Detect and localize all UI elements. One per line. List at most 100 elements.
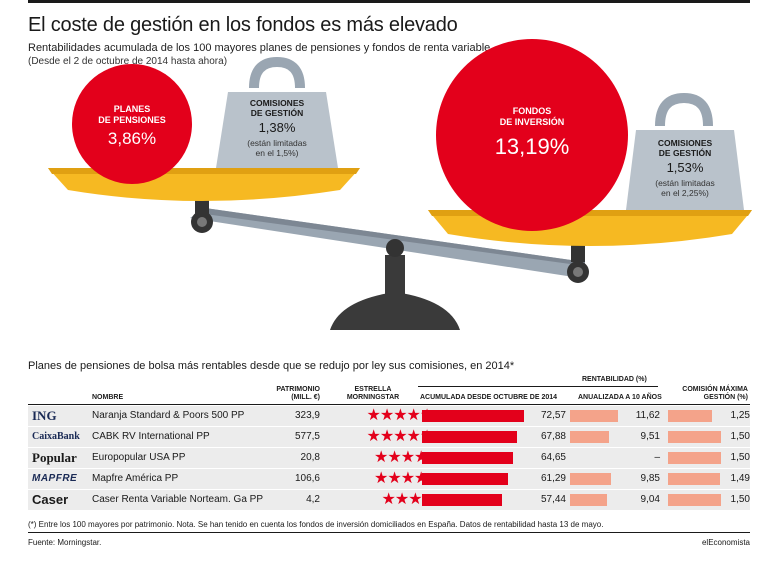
- comision-value: 1,49: [730, 473, 750, 484]
- header-estrella-2: MORNINGSTAR: [346, 394, 400, 401]
- acumulada-bar: [422, 473, 508, 485]
- table-row: Popular Europopular USA PP 20,8 ★★★★ 64,65 – 1…: [28, 448, 750, 468]
- balance-scale-illustration: [48, 39, 752, 330]
- patrimonio-value: 106,6: [294, 473, 320, 484]
- acumulada-bar: [422, 494, 503, 506]
- table-row: CaixaBank CABK RV International PP 577,5 ★★…: [28, 427, 750, 447]
- acumulada-value: 67,88: [540, 431, 566, 442]
- right-weight-text: COMISIONES DE GESTIÓN 1,53% (están limit…: [630, 138, 740, 198]
- plan-name: Europopular USA PP: [92, 452, 186, 463]
- scale-beam: [190, 208, 585, 278]
- anualizada-value: 11,62: [635, 410, 660, 421]
- patrimonio-value: 323,9: [294, 410, 320, 421]
- comision-bar: [668, 431, 721, 443]
- anualizada-value: 9,85: [640, 473, 660, 484]
- plan-name: Caser Renta Variable Norteam. Ga PP: [92, 494, 264, 505]
- right-weight-note-2: en el 2,25%): [661, 188, 709, 198]
- fondos-label-1: FONDOS: [512, 106, 552, 116]
- left-weight-label-1: COMISIONES: [249, 98, 305, 108]
- left-weight-text: COMISIONES DE GESTIÓN 1,38% (están limit…: [222, 98, 332, 158]
- publisher-brand: elEconomista: [701, 538, 750, 547]
- patrimonio-value: 20,8: [300, 452, 320, 463]
- header-estrella-1: ESTRELLA: [354, 386, 392, 393]
- acumulada-bar: [422, 452, 513, 464]
- right-weight-handle: [655, 92, 713, 127]
- page-subtitle: Rentabilidades acumulada de los 100 mayo…: [28, 42, 491, 54]
- anualizada-bar: [570, 494, 608, 506]
- left-weight-label-2: DE GESTIÓN: [250, 108, 304, 118]
- comision-bar: [668, 452, 721, 464]
- comision-bar: [668, 494, 721, 506]
- right-weight-label-2: DE GESTIÓN: [658, 148, 712, 158]
- plan-name: Naranja Standard & Poors 500 PP: [92, 410, 245, 421]
- header-comision-2: GESTIÓN (%): [703, 394, 748, 401]
- header-estrella: ESTRELLA MORNINGSTAR: [330, 386, 416, 402]
- morningstar-rating: ★★★★: [374, 470, 428, 487]
- planes-value: 3,86%: [107, 129, 157, 148]
- top-rule: [28, 0, 750, 8]
- table-title: Planes de pensiones de bolsa más rentabl…: [28, 360, 515, 372]
- acumulada-value: 72,57: [540, 410, 566, 421]
- comision-bar: [668, 473, 721, 485]
- right-weight-label-1: COMISIONES: [657, 138, 713, 148]
- patrimonio-value: 577,5: [294, 431, 320, 442]
- anualizada-value: 9,51: [640, 431, 660, 442]
- planes-label-1: PLANES: [113, 104, 151, 114]
- header-nombre: NOMBRE: [92, 394, 124, 401]
- footnote: (*) Entre los 100 mayores por patrimonio…: [28, 520, 604, 529]
- right-weight-note-1: (están limitadas: [655, 178, 715, 188]
- anualizada-bar: [570, 410, 619, 422]
- header-comision-1: COMISIÓN MÁXIMA: [682, 386, 748, 393]
- page-title: El coste de gestión en los fondos es más…: [28, 14, 458, 36]
- right-weight: [626, 130, 744, 210]
- header-patrimonio-1: PATRIMONIO: [276, 386, 320, 393]
- header-anualizada: ANUALIZADA A 10 AÑOS: [578, 394, 662, 401]
- company-logo: ING: [32, 408, 57, 423]
- acumulada-value: 64,65: [540, 452, 566, 463]
- plan-name: Mapfre América PP: [92, 473, 179, 484]
- anualizada-value: –: [654, 452, 660, 463]
- acumulada-bar: [422, 410, 524, 422]
- header-patrimonio-2: (MILL. €): [291, 394, 320, 401]
- header-acumulada: ACUMULADA DESDE OCTUBRE DE 2014: [420, 394, 558, 401]
- company-logo: CaixaBank: [32, 431, 80, 442]
- rentabilidad-group-header: RENTABILIDAD (%): [582, 376, 647, 383]
- left-weight-handle: [249, 56, 305, 89]
- anualizada-bar: [570, 431, 610, 443]
- patrimonio-value: 4,2: [306, 494, 320, 505]
- planes-label-2: DE PENSIONES: [98, 115, 166, 125]
- comision-value: 1,50: [730, 494, 750, 505]
- planes-circle-text: PLANES DE PENSIONES 3,86%: [72, 104, 192, 149]
- header-rule: [28, 404, 750, 405]
- table-row: MAPFRE Mapfre América PP 106,6 ★★★★ 61,29 9,8…: [28, 469, 750, 489]
- header-comision: COMISIÓN MÁXIMA GESTIÓN (%): [662, 386, 748, 402]
- source-note: Fuente: Morningstar.: [28, 538, 102, 547]
- acumulada-value: 57,44: [540, 494, 566, 505]
- comision-bar: [668, 410, 712, 422]
- morningstar-rating: ★★★★★: [366, 428, 435, 445]
- fondos-circle-text: FONDOS DE INVERSIÓN 13,19%: [462, 106, 602, 160]
- company-logo: MAPFRE: [32, 473, 78, 484]
- header-patrimonio: PATRIMONIO (MILL. €): [258, 386, 320, 402]
- footer-rule: [28, 532, 750, 533]
- comision-value: 1,50: [730, 431, 750, 442]
- company-logo: Caser: [32, 492, 69, 507]
- scale-post: [385, 255, 405, 295]
- morningstar-rating: ★★★★: [374, 449, 428, 466]
- table-row: Caser Caser Renta Variable Norteam. Ga PP…: [28, 490, 750, 510]
- planes-circle: [72, 64, 192, 184]
- anualizada-bar: [570, 473, 611, 485]
- scale-base: [330, 292, 460, 330]
- page-subtitle-date: (Desde el 2 de octubre de 2014 hasta aho…: [28, 56, 228, 67]
- comision-value: 1,50: [730, 452, 750, 463]
- table-row: ING Naranja Standard & Poors 500 PP 323,9 ★…: [28, 406, 750, 426]
- acumulada-bar: [422, 431, 518, 443]
- company-logo: Popular: [32, 450, 77, 465]
- comision-value: 1,25: [730, 410, 750, 421]
- left-weight-value: 1,38%: [258, 120, 296, 135]
- fondos-label-2: DE INVERSIÓN: [499, 117, 565, 127]
- center-pivot: [386, 239, 404, 257]
- left-weight-note-1: (están limitadas: [247, 138, 307, 148]
- fondos-circle: [436, 39, 628, 231]
- left-weight: [216, 92, 338, 168]
